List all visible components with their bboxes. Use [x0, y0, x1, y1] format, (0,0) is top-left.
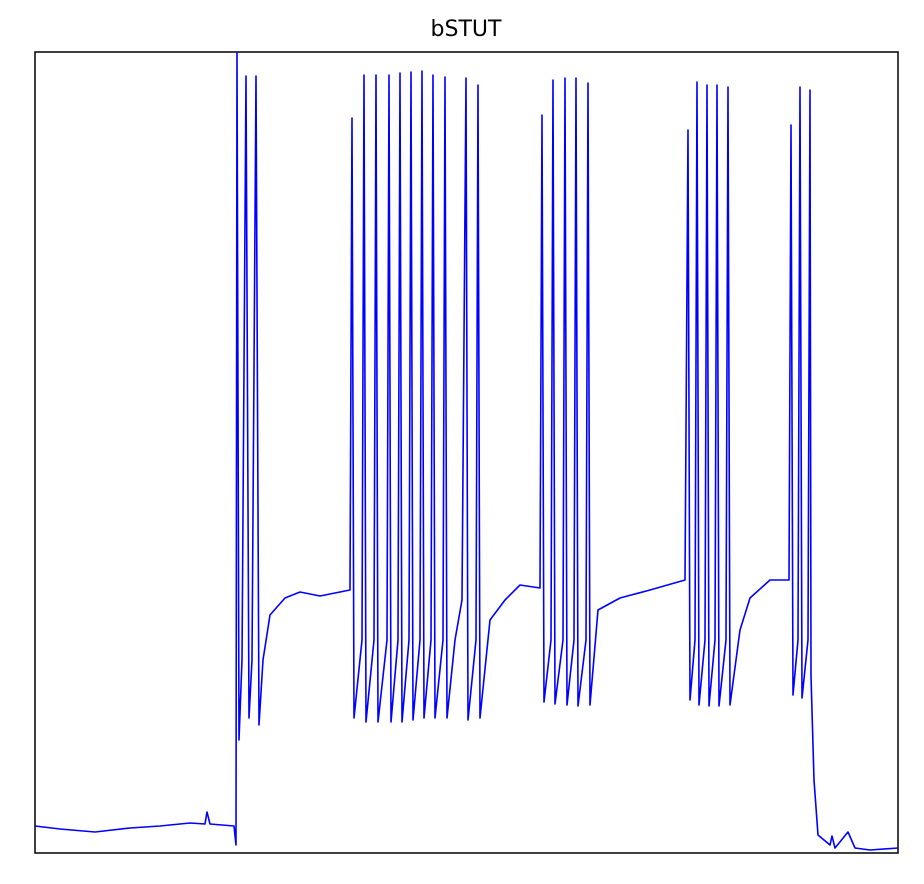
chart-title: bSTUT [431, 17, 502, 42]
trace-line [34, 51, 899, 851]
